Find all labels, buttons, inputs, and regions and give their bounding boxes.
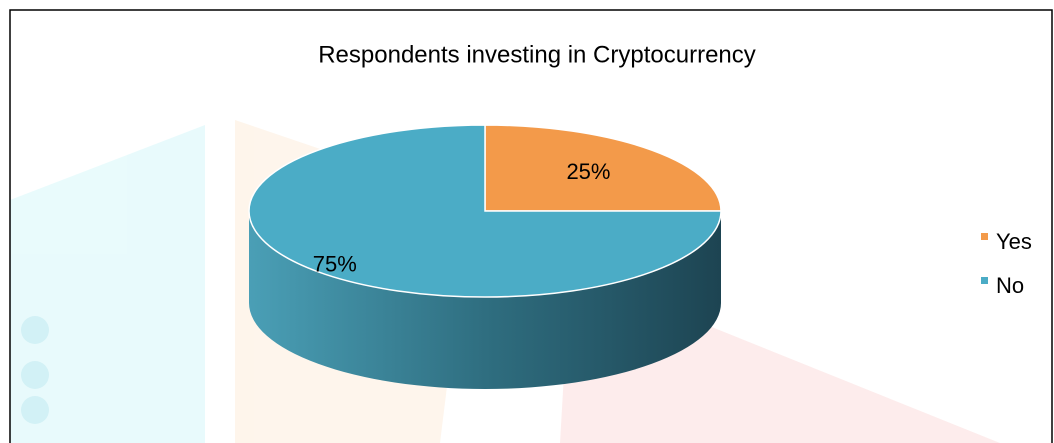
- legend-swatch: [981, 233, 988, 240]
- chart-border: [9, 9, 1053, 443]
- pie-slice: [484, 124, 722, 212]
- chart-title: Respondents investing in Cryptocurrency: [318, 41, 756, 68]
- pie-side: [249, 211, 721, 389]
- legend: Yes No: [981, 229, 1032, 298]
- legend-label: Yes: [996, 229, 1032, 254]
- legend-swatch: [981, 277, 988, 284]
- legend-label: No: [996, 273, 1024, 298]
- data-label: 25%: [566, 159, 610, 184]
- pie: 25% 75%: [248, 124, 722, 389]
- pie-slice: [248, 124, 722, 298]
- data-label: 75%: [313, 252, 357, 277]
